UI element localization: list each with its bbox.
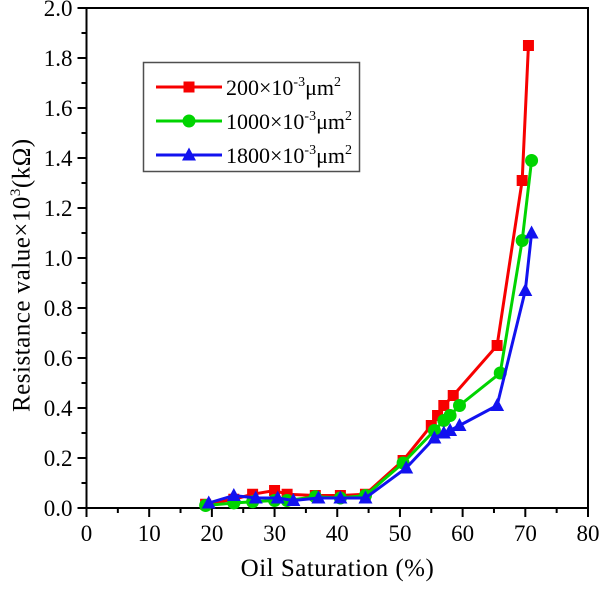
x-tick-label: 80	[577, 521, 600, 546]
y-tick-label: 0.2	[44, 446, 73, 471]
data-point-perm1000-circle-marker	[525, 154, 539, 167]
y-tick-label: 1.2	[44, 196, 73, 221]
legend-label-perm1800: 1800×10-3μm2	[226, 143, 352, 168]
y-tick-label: 1.6	[44, 96, 73, 121]
legend-perm1000-circle-marker	[182, 114, 196, 128]
x-tick-label: 50	[388, 521, 411, 546]
data-point-perm1800-triangle-marker	[201, 495, 216, 509]
data-point-perm1000-circle-marker	[452, 399, 466, 412]
data-point-perm200-square-marker	[491, 340, 503, 351]
y-tick-label: 1.0	[44, 246, 73, 271]
data-point-perm1800-triangle-marker	[270, 490, 285, 504]
data-point-perm200-square-marker	[438, 400, 450, 411]
x-tick-label: 0	[81, 521, 93, 546]
x-tick-label: 20	[200, 521, 223, 546]
y-tick-label: 2.0	[44, 0, 73, 21]
data-point-perm1800-triangle-marker	[452, 418, 467, 431]
legend-perm200-square-marker	[183, 81, 195, 93]
x-tick-label: 70	[514, 521, 537, 546]
x-tick-label: 30	[263, 521, 286, 546]
data-point-perm200-square-marker	[522, 40, 534, 51]
legend-box	[142, 61, 361, 173]
legend-perm1800-triangle-marker	[182, 147, 196, 161]
data-point-perm1800-triangle-marker	[311, 490, 326, 504]
data-point-perm1800-triangle-marker	[524, 225, 539, 239]
data-point-perm200-square-marker	[269, 485, 281, 496]
y-tick-label: 0.6	[44, 346, 73, 371]
data-point-perm200-square-marker	[432, 410, 444, 421]
x-tick-label: 60	[451, 521, 474, 546]
y-axis-title-superscript: 3	[8, 188, 24, 197]
data-point-perm1800-triangle-marker	[427, 430, 442, 444]
y-axis-title: Resistance value×103(kΩ)	[8, 138, 36, 412]
x-tick-label: 40	[326, 521, 349, 546]
y-tick-label: 1.4	[44, 146, 73, 171]
series-line-perm1800	[208, 232, 534, 505]
data-point-perm1800-triangle-marker	[490, 398, 505, 411]
data-point-perm200-square-marker	[516, 175, 528, 186]
x-tick-label: 10	[138, 521, 161, 546]
data-point-perm200-square-marker	[447, 390, 459, 401]
y-axis-title-unit: (kΩ)	[8, 138, 36, 189]
y-tick-label: 0.8	[44, 296, 73, 321]
data-point-perm200-square-marker	[247, 488, 259, 500]
data-point-perm1800-triangle-marker	[518, 283, 533, 296]
data-point-perm1000-circle-marker	[443, 409, 457, 422]
series-line-perm1000	[205, 160, 534, 507]
y-tick-label: 1.8	[44, 46, 73, 71]
y-axis-title-text: Resistance value×10	[8, 196, 36, 412]
y-tick-label: 0.4	[44, 396, 73, 421]
data-point-perm1800-triangle-marker	[358, 490, 373, 504]
legend-label-perm200: 200×10-3μm2	[226, 75, 341, 100]
x-axis-title: Oil Saturation (%)	[240, 555, 435, 582]
data-point-perm1800-triangle-marker	[399, 460, 414, 474]
legend-label-perm1000: 1000×10-3μm2	[226, 109, 352, 134]
data-point-perm1800-triangle-marker	[226, 488, 241, 501]
data-point-perm1800-triangle-marker	[443, 423, 458, 436]
data-point-perm1800-triangle-marker	[286, 493, 301, 506]
y-tick-label: 0.0	[44, 496, 73, 521]
data-point-perm1800-triangle-marker	[248, 490, 263, 504]
data-point-perm1800-triangle-marker	[333, 490, 348, 504]
